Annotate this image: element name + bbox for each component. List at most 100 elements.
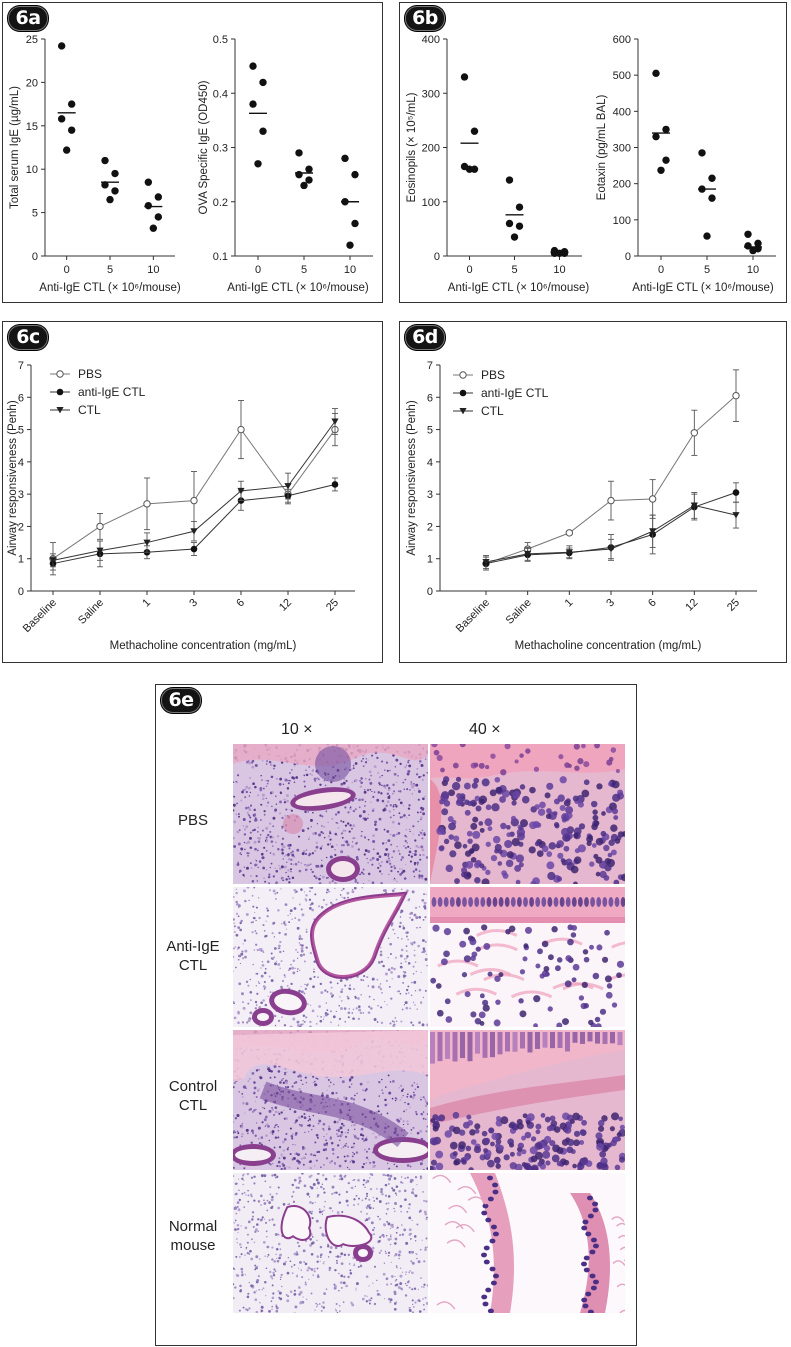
cell	[392, 793, 394, 795]
cell	[242, 889, 246, 893]
cell	[385, 1277, 389, 1281]
cell	[315, 1178, 319, 1182]
cell	[458, 1141, 466, 1150]
cell	[469, 938, 477, 946]
cell	[294, 1144, 297, 1146]
cell	[393, 1177, 397, 1180]
cell	[405, 945, 408, 948]
x-tick-label: 3	[187, 597, 200, 610]
cell	[407, 845, 410, 848]
columnar-cell	[510, 897, 516, 907]
cell	[440, 767, 445, 773]
cell	[280, 1167, 283, 1170]
cell	[386, 830, 390, 833]
cell	[416, 1131, 420, 1135]
cell	[286, 787, 290, 790]
cell	[388, 985, 391, 988]
cell	[581, 789, 590, 798]
cell	[273, 1146, 276, 1149]
cell	[372, 1161, 376, 1164]
cell	[413, 954, 416, 957]
cell	[253, 1109, 256, 1112]
cell	[394, 1279, 397, 1282]
cell	[247, 806, 250, 809]
y-tick-label: 500	[613, 70, 631, 82]
cell	[352, 1123, 356, 1127]
cell	[397, 822, 401, 825]
cell	[322, 1174, 325, 1177]
cell	[314, 780, 316, 782]
cell	[315, 1159, 318, 1162]
cell	[404, 1198, 407, 1201]
cell	[263, 1218, 266, 1220]
cell	[327, 821, 330, 824]
airway-lumen	[282, 1207, 310, 1239]
x-tick-label: 10	[747, 264, 759, 276]
cell	[367, 985, 370, 987]
cell	[351, 1186, 354, 1190]
cell	[533, 1023, 538, 1027]
cell	[336, 1211, 340, 1214]
cell	[360, 1133, 363, 1137]
cell	[337, 1128, 340, 1131]
cell	[359, 1264, 363, 1268]
cell	[321, 1183, 324, 1185]
cell	[291, 1183, 294, 1187]
cell	[387, 839, 391, 843]
cell	[380, 1113, 383, 1116]
micrograph-pbs-40x-image	[430, 744, 625, 884]
cell	[410, 1132, 412, 1135]
tissue	[233, 887, 428, 1027]
cell	[280, 1273, 283, 1276]
cell	[479, 993, 485, 999]
cell	[464, 809, 471, 816]
cell	[265, 920, 267, 922]
cell	[411, 1299, 414, 1302]
cell	[270, 862, 273, 865]
cell	[244, 806, 248, 810]
cell	[346, 891, 350, 895]
cell	[401, 1176, 403, 1178]
cell	[353, 1142, 356, 1145]
cell	[397, 1119, 401, 1123]
cell	[363, 1098, 366, 1101]
cell	[255, 1290, 258, 1292]
cell	[452, 1151, 458, 1157]
cell	[556, 876, 563, 882]
cell	[308, 1175, 312, 1179]
cell	[366, 1180, 368, 1182]
cell	[327, 1256, 330, 1258]
cell	[592, 809, 598, 815]
cell	[285, 1293, 288, 1296]
cell	[307, 827, 310, 830]
cell	[244, 955, 247, 959]
columnar-cell	[529, 897, 534, 907]
cell	[522, 1113, 528, 1119]
cell	[309, 772, 312, 776]
cell	[412, 825, 415, 828]
cell	[534, 841, 540, 847]
tissue	[430, 887, 625, 1027]
cell	[621, 831, 625, 837]
cell	[411, 1271, 414, 1275]
cell	[385, 761, 389, 764]
cell	[344, 824, 348, 827]
cell	[497, 861, 503, 866]
cell	[556, 1022, 563, 1027]
cell	[501, 870, 507, 876]
cell	[239, 1289, 243, 1292]
cell	[286, 794, 289, 797]
cell	[313, 849, 317, 853]
cell	[265, 1230, 268, 1233]
cell	[323, 836, 326, 839]
y-axis-label: OVA Specific IgE (OD450)	[198, 80, 210, 214]
cell	[233, 947, 235, 950]
cell	[248, 820, 251, 823]
cell	[235, 813, 238, 816]
cell	[336, 844, 338, 846]
cell	[616, 972, 622, 979]
cell	[491, 1132, 499, 1141]
cell	[330, 986, 333, 989]
cell	[359, 785, 362, 788]
cell	[281, 816, 284, 820]
